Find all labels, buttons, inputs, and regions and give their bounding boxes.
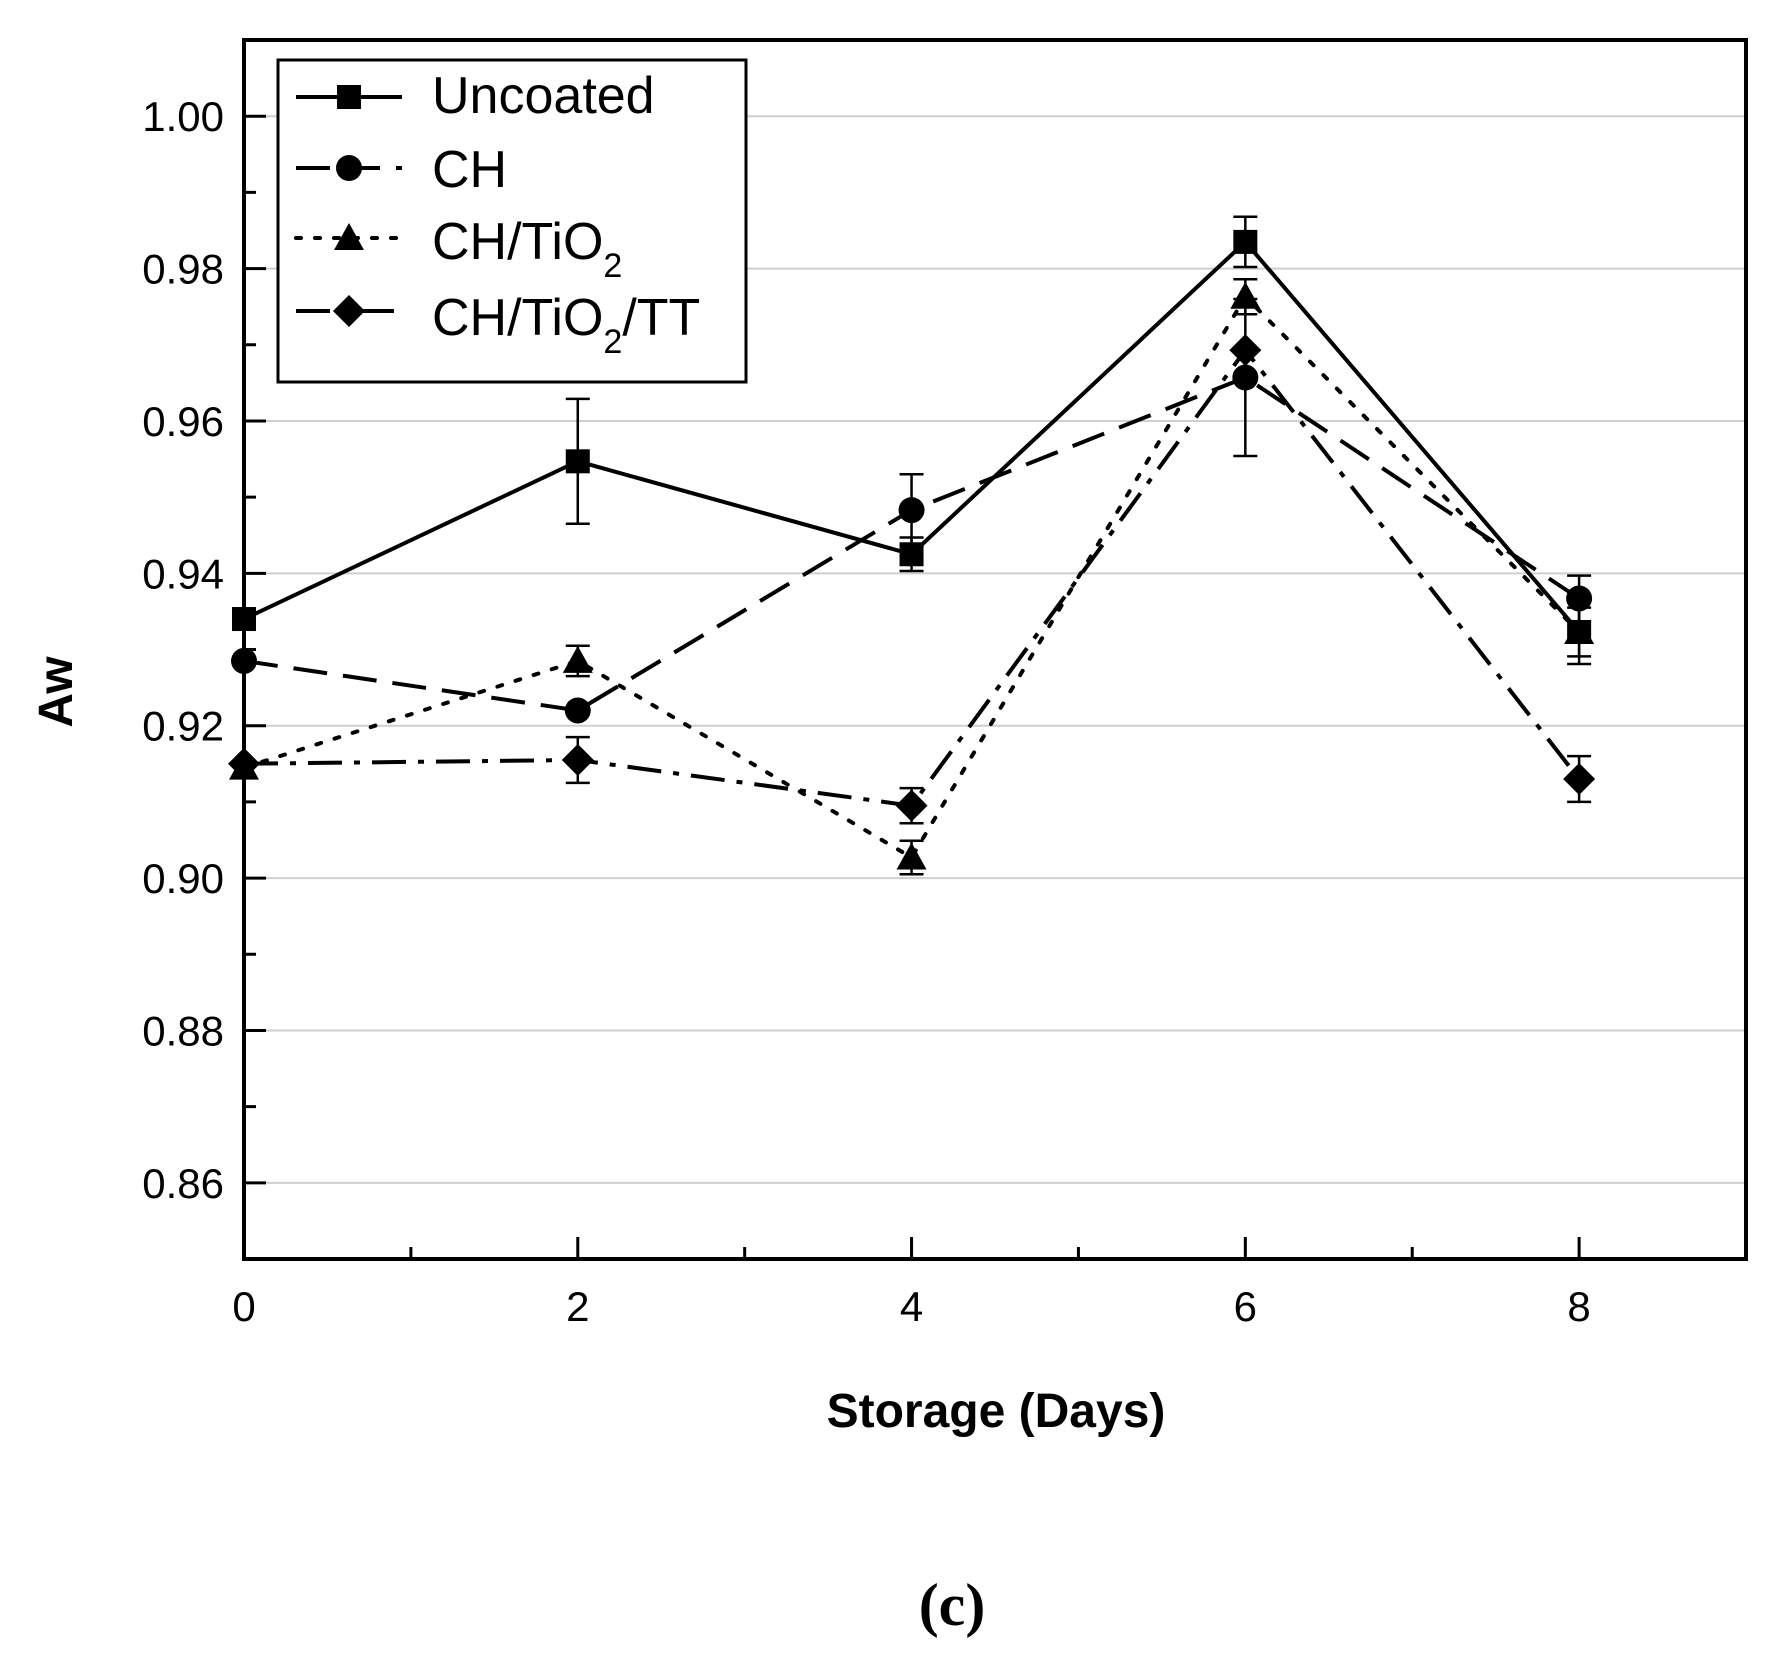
data-point-3-4	[1563, 763, 1596, 796]
legend-samples	[294, 85, 404, 327]
x-tick-label-3: 6	[1234, 1283, 1257, 1330]
data-point-0-3	[1233, 229, 1258, 254]
y-axis-title: Aw	[30, 656, 83, 728]
legend-label-ch-tio2-tt: CH/TiO2/TT	[432, 289, 700, 361]
y-tick-label-3: 0.92	[142, 703, 224, 750]
legend-label-ch: CH	[432, 141, 507, 199]
data-point-1-2	[898, 497, 925, 524]
legend-label-uncoated: Uncoated	[432, 67, 655, 125]
series-2	[229, 277, 1595, 876]
x-axis-title: Storage (Days)	[827, 1385, 1166, 1438]
x-tick-label-0: 0	[232, 1283, 255, 1330]
data-point-2-2	[896, 842, 927, 870]
data-point-1-4	[1566, 585, 1593, 612]
data-point-3-3	[1229, 334, 1262, 367]
data-point-3-1	[561, 743, 594, 776]
series-line-2	[242, 294, 1582, 860]
data-point-1-1	[564, 697, 591, 724]
legend-marker-1	[336, 155, 362, 181]
legend-marker-3	[333, 295, 365, 327]
y-tick-label-4: 0.94	[142, 550, 224, 597]
legend: Uncoated CH CH/TiO2 CH/TiO2/TT	[276, 58, 748, 384]
panel-label: (c)	[919, 1572, 986, 1638]
data-point-0-1	[565, 449, 590, 474]
series-3	[228, 334, 1596, 825]
axes: 0.86 0.88 0.90 0.92 0.94 0.96 0.98 1.00 0 2 4 6 8	[142, 38, 1748, 1330]
data-point-2-1	[562, 645, 593, 673]
y-tick-label-0: 0.86	[142, 1160, 224, 1207]
data-point-3-2	[895, 789, 928, 822]
y-tick-label-2: 0.90	[142, 855, 224, 902]
x-tick-label-1: 2	[566, 1283, 589, 1330]
y-tick-label-1: 0.88	[142, 1007, 224, 1054]
legend-marker-0	[337, 85, 361, 109]
legend-box	[276, 58, 748, 384]
data-point-2-3	[1230, 281, 1261, 309]
series-layer	[228, 215, 1596, 876]
legend-label-ch-tio2: CH/TiO2	[432, 213, 622, 285]
data-point-2-4	[1564, 616, 1595, 644]
x-tick-label-4: 8	[1567, 1283, 1590, 1330]
x-tick-label-2: 4	[900, 1283, 923, 1330]
y-tick-label-5: 0.96	[142, 398, 224, 445]
data-point-1-3	[1232, 364, 1259, 391]
series-1	[231, 297, 1593, 724]
y-tick-label-6: 0.98	[142, 246, 224, 293]
legend-marker-2	[334, 223, 364, 250]
y-tick-label-7: 1.00	[142, 93, 224, 140]
